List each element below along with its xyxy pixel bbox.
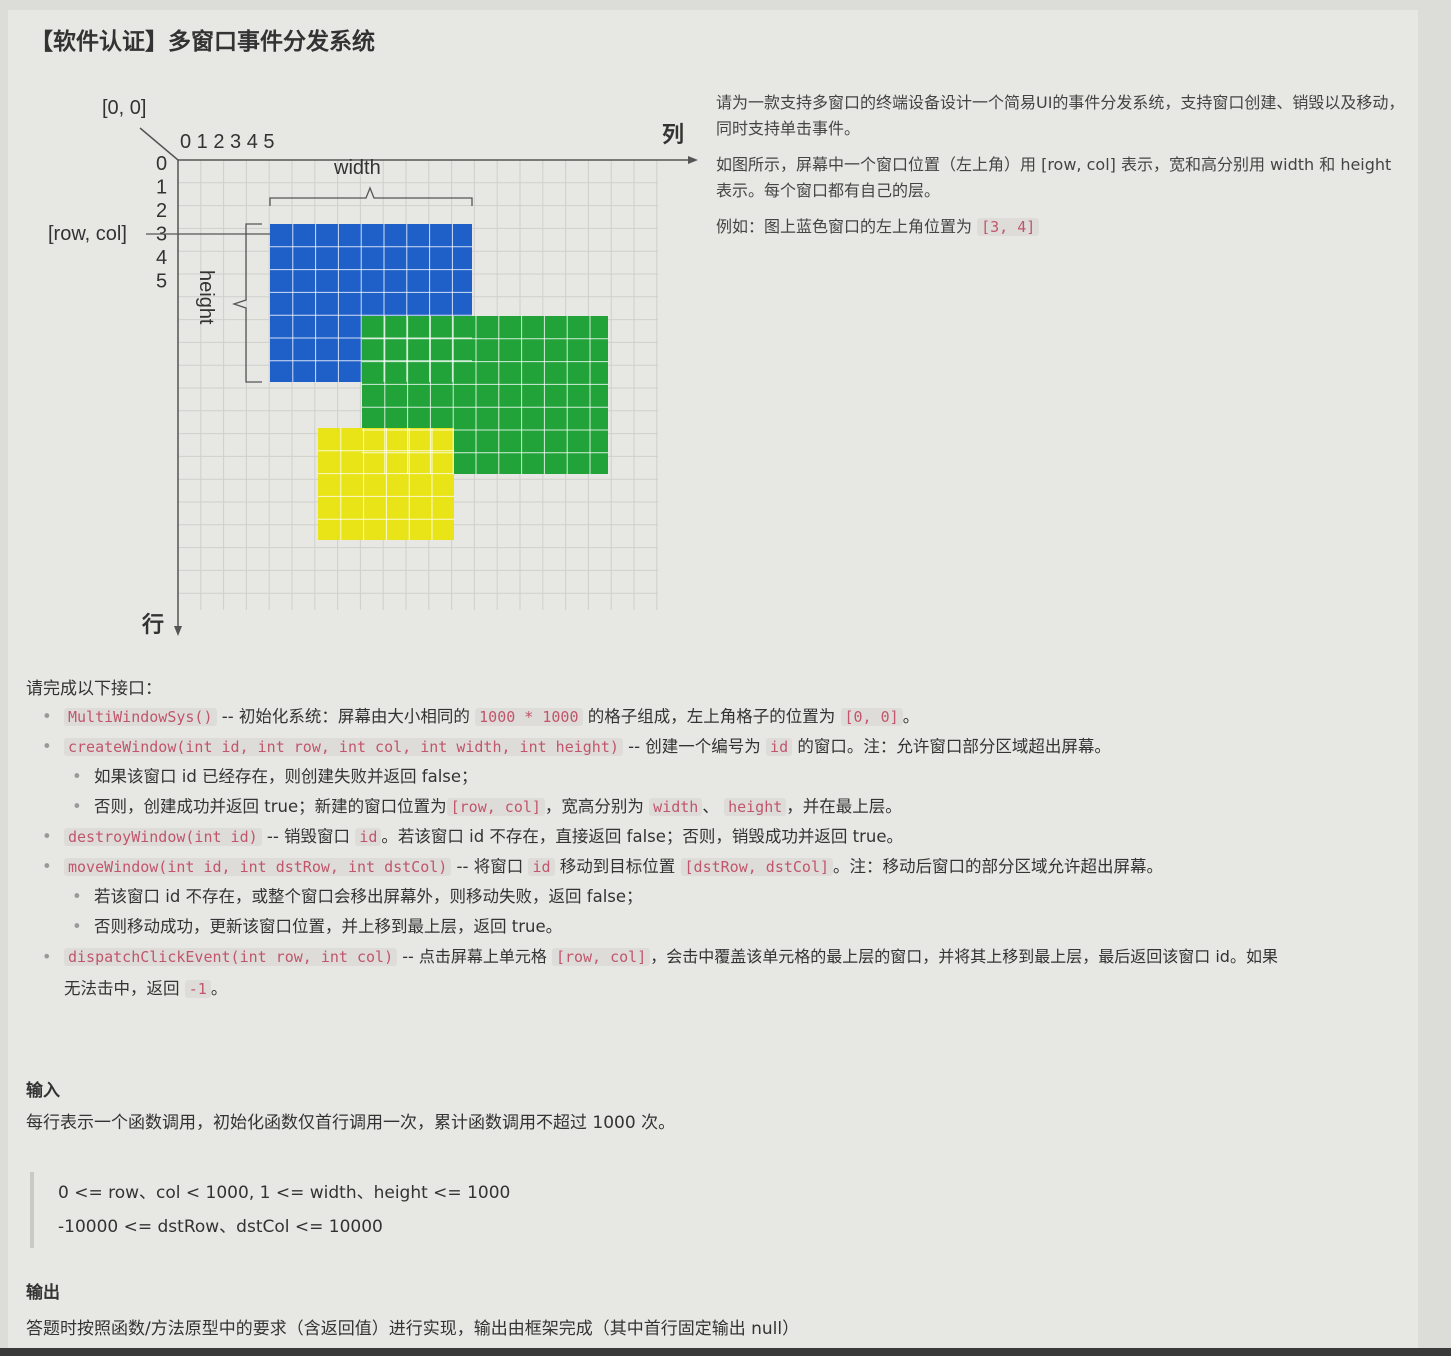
bullet-icon: • [42,857,52,876]
row-number-0: 0 [156,153,167,175]
api-move-text-2: 移动到目标位置 [559,857,676,876]
width-brace [269,186,473,206]
list-item: • dispatchClickEvent(int row, int col) -… [28,942,1418,972]
api-move-text: -- 将窗口 [456,857,524,876]
page-title: 【软件认证】多窗口事件分发系统 [30,29,375,55]
api-init-text-2: 的格子组成，左上角格子的位置为 [587,707,836,726]
list-item: • 否则移动成功，更新该窗口位置，并上移到最上层，返回 true。 [28,912,1418,942]
api-click-text: -- 点击屏幕上单元格 [402,947,547,966]
list-item: • MultiWindowSys() -- 初始化系统：屏幕由大小相同的 100… [28,702,1418,732]
origin-diagonal [139,127,179,161]
api-move-sub-2: 否则移动成功，更新该窗口位置，并上移到最上层，返回 true。 [94,917,563,936]
bullet-icon: • [72,767,82,786]
bullet-icon: • [42,707,52,726]
intro-paragraph-1: 请为一款支持多窗口的终端设备设计一个简易UI的事件分发系统，支持窗口创建、销毁以… [716,93,1405,138]
row-axis-arrow [174,626,182,636]
constraint-line-1: 0 <= row、col < 1000, 1 <= width、height <… [58,1183,511,1203]
api-move-text-3: 。注：移动后窗口的部分区域允许超出屏幕。 [833,857,1164,876]
intro-paragraph-3: 例如：图上蓝色窗口的左上角位置为 [3, 4] [716,214,1406,240]
window-cell-lines [270,224,608,540]
list-item: • 若该窗口 id 不存在，或整个窗口会移出屏幕外，则移动失败，返回 false… [28,882,1418,912]
api-click-text-2: ，会击中覆盖该单元格的最上层的窗口，并将其上移到最上层，最后返回该窗口 id。如… [650,947,1278,966]
bullet-icon: • [42,827,52,846]
api-init-text: -- 初始化系统：屏幕由大小相同的 [221,707,470,726]
width-label: width [333,157,381,179]
list-item: • destroyWindow(int id) -- 销毁窗口 id 。若该窗口 … [28,822,1418,852]
api-init-end: 。 [902,707,920,726]
height-label: height [195,270,217,325]
bullet-icon: • [72,797,82,816]
api-click-cont-text: 无法击中，返回 [64,979,180,998]
list-item: • createWindow(int id, int row, int col,… [28,732,1418,762]
api-click-cell-code: [row, col] [551,948,651,966]
origin-label: [0, 0] [102,97,146,119]
api-destroy-id-code: id [355,828,382,846]
api-destroy-code: destroyWindow(int id) [64,828,262,846]
interface-heading: 请完成以下接口： [26,679,162,699]
api-create-rowcol-code: [row, col] [446,798,545,816]
api-create-id-code: id [766,738,793,756]
api-create-sub-2-end: ，并在最上层。 [786,797,902,816]
screen-bottom-edge [0,1348,1451,1356]
constraints-block: 0 <= row、col < 1000, 1 <= width、height <… [30,1172,510,1248]
api-destroy-text: -- 销毁窗口 [266,827,351,846]
list-item: • 否则，创建成功并返回 true；新建的窗口位置为 [row, col] ，宽高分… [28,792,1418,822]
api-click-fail-code: -1 [184,980,211,998]
col-number-labels: 0 1 2 3 4 5 [180,131,275,153]
bullet-icon: • [72,917,82,936]
api-create-sub-1: 如果该窗口 id 已经存在，则创建失败并返回 false； [94,767,478,786]
output-description: 答题时按照函数/方法原型中的要求（含返回值）进行实现，输出由框架完成（其中首行固… [26,1319,800,1339]
rowcol-label: [row, col] [48,223,127,245]
api-click-code: dispatchClickEvent(int row, int col) [64,948,398,966]
bullet-icon: • [42,737,52,756]
api-create-sub-2: 否则，创建成功并返回 true；新建的窗口位置为 [94,797,447,816]
api-move-code: moveWindow(int id, int dstRow, int dstCo… [64,858,452,876]
api-init-size-code: 1000 * 1000 [475,708,583,726]
row-number-5: 5 [156,271,167,293]
api-create-width-code: width [649,798,703,816]
api-create-text-2: 的窗口。注：允许窗口部分区域超出屏幕。 [797,737,1111,756]
api-move-dst-code: [dstRow, dstCol] [680,858,834,876]
intro-example-text: 例如：图上蓝色窗口的左上角位置为 [716,217,973,236]
bullet-icon: • [72,887,82,906]
height-brace [231,223,262,383]
api-init-code: MultiWindowSys() [64,708,217,726]
row-number-2: 2 [156,200,167,222]
api-create-text: -- 创建一个编号为 [628,737,761,756]
input-description: 每行表示一个函数调用，初始化函数仅首行调用一次，累计函数调用不超过 1000 次… [26,1113,676,1133]
api-move-sub-1: 若该窗口 id 不存在，或整个窗口会移出屏幕外，则移动失败，返回 false； [94,887,643,906]
col-axis-label: 列 [662,123,684,148]
api-click-continuation: 无法击中，返回 -1。 [28,972,1418,1006]
bullet-icon: • [42,947,52,966]
list-item: • 如果该窗口 id 已经存在，则创建失败并返回 false； [28,762,1418,792]
api-destroy-text-2: 。若该窗口 id 不存在，直接返回 false；否则，销毁成功并返回 true。 [381,827,904,846]
api-move-id-code: id [528,858,555,876]
intro-example-code: [3, 4] [977,218,1040,236]
row-number-4: 4 [156,247,167,269]
api-create-height-code: height [724,798,787,816]
intro-description: 请为一款支持多窗口的终端设备设计一个简易UI的事件分发系统，支持窗口创建、销毁以… [716,90,1406,250]
output-heading: 输出 [26,1283,60,1303]
api-create-code: createWindow(int id, int row, int col, i… [64,738,623,756]
row-number-1: 1 [156,177,167,199]
api-create-sub-2-text: ，宽高分别为 [544,797,644,816]
api-create-sep: 、 [702,797,719,816]
api-click-cont-end: 。 [210,979,228,998]
api-list: • MultiWindowSys() -- 初始化系统：屏幕由大小相同的 100… [28,702,1418,1006]
list-item: • moveWindow(int id, int dstRow, int dst… [28,852,1418,882]
intro-paragraph-2: 如图所示，屏幕中一个窗口位置（左上角）用 [row, col] 表示，宽和高分别… [716,155,1392,200]
constraint-line-2: -10000 <= dstRow、dstCol <= 10000 [58,1217,383,1237]
col-axis-arrow [688,156,698,164]
problem-page: 【软件认证】多窗口事件分发系统 [0, 0] 0 1 2 3 4 5 列 行 0… [8,10,1418,1350]
api-init-origin-code: [0, 0] [840,708,903,726]
row-axis-label: 行 [141,612,164,638]
input-heading: 输入 [26,1081,60,1101]
